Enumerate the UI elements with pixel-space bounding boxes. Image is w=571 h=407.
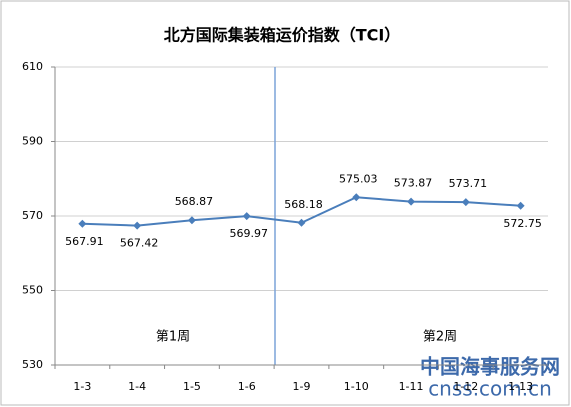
- data-label: 568.87: [175, 195, 214, 208]
- marker: [461, 198, 470, 207]
- y-tick-label: 570: [22, 209, 43, 222]
- annotation: 第1周: [156, 330, 190, 345]
- x-tick-label: 1-6: [238, 380, 256, 393]
- data-label: 567.42: [120, 237, 159, 250]
- marker: [516, 201, 525, 210]
- marker: [133, 221, 142, 230]
- x-tick-label: 1-3: [73, 380, 91, 393]
- x-tick-label: 1-12: [453, 380, 478, 393]
- data-label: 567.91: [65, 235, 104, 248]
- watermark: cnss.com.cn: [428, 377, 552, 401]
- x-tick-label: 1-13: [508, 380, 533, 393]
- marker: [187, 216, 196, 225]
- data-label: 575.03: [339, 172, 378, 185]
- y-tick-label: 610: [22, 60, 43, 73]
- x-tick-label: 1-11: [399, 380, 424, 393]
- watermark: 中国海事服务网: [420, 355, 560, 379]
- data-label: 568.18: [284, 198, 323, 211]
- x-tick-label: 1-10: [344, 380, 369, 393]
- data-label: 569.97: [229, 227, 268, 240]
- x-tick-label: 1-9: [293, 380, 311, 393]
- data-label: 572.75: [503, 217, 542, 230]
- y-tick-label: 530: [22, 358, 43, 371]
- annotation: 第2周: [423, 330, 457, 345]
- chart-title: 北方国际集装箱运价指数（TCI）: [164, 26, 401, 45]
- marker: [297, 218, 306, 227]
- marker: [352, 193, 361, 202]
- y-tick-label: 550: [22, 284, 43, 297]
- marker: [78, 219, 87, 228]
- y-tick-label: 590: [22, 135, 43, 148]
- x-tick-label: 1-4: [128, 380, 146, 393]
- data-label: 573.87: [394, 177, 433, 190]
- data-label: 573.71: [449, 177, 488, 190]
- marker: [407, 197, 416, 206]
- marker: [242, 212, 251, 221]
- x-tick-label: 1-5: [183, 380, 201, 393]
